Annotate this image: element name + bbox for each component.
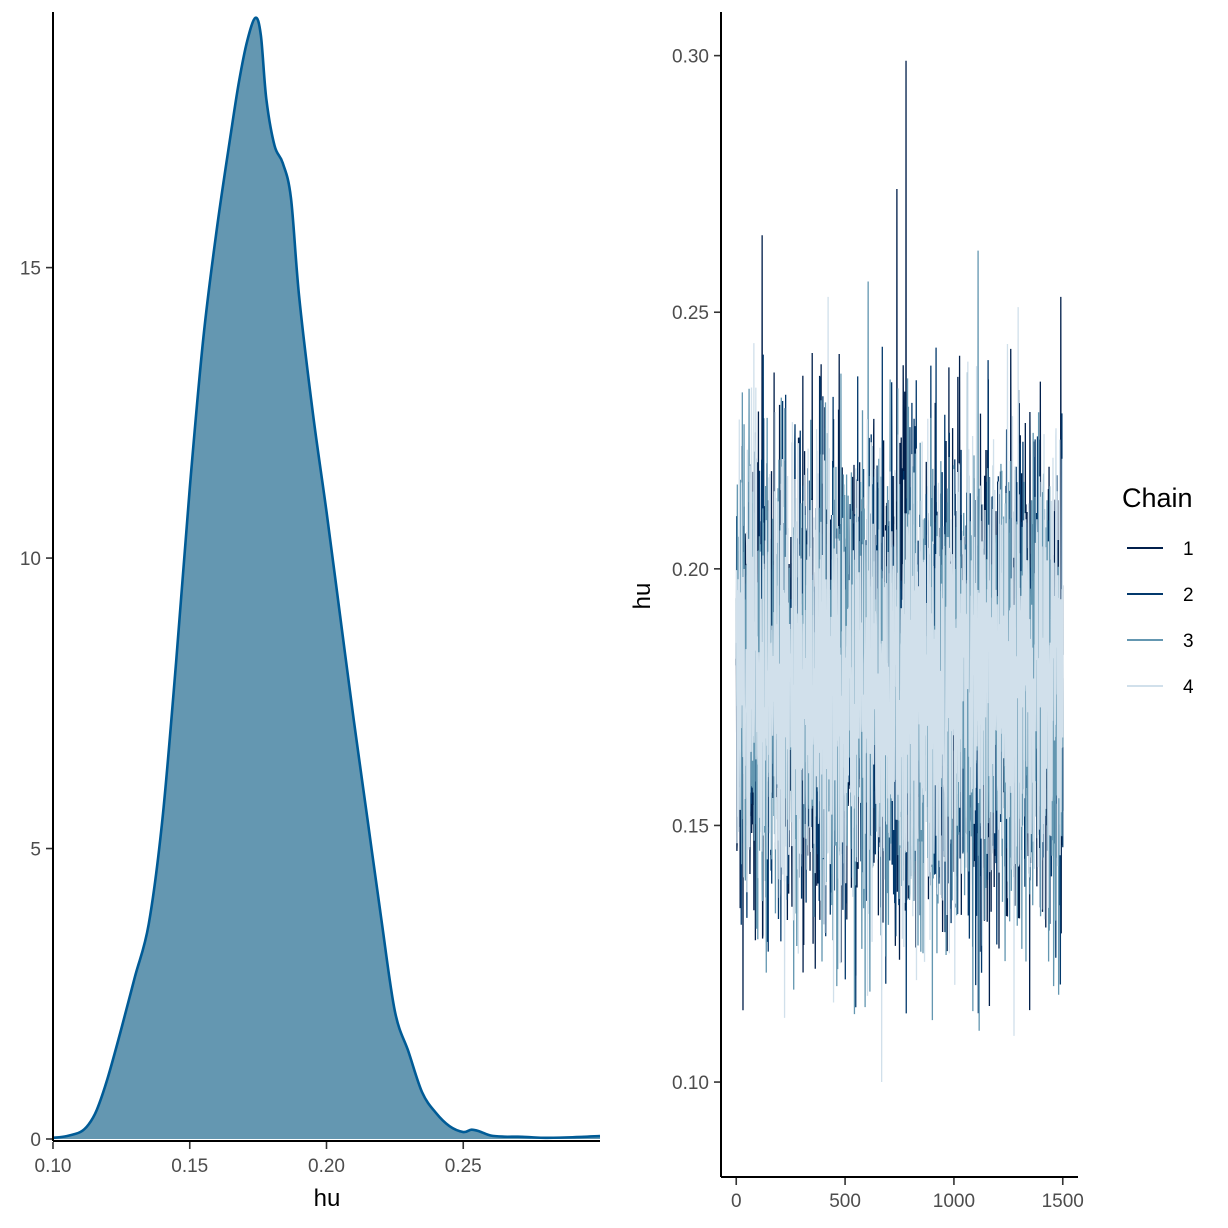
trace-y-tick-label: 0.15 <box>672 816 709 837</box>
density-y-tick-label: 10 <box>20 549 41 570</box>
density-x-ticks: 0.10 0.15 0.20 0.25 <box>35 1142 482 1177</box>
trace-panel: 0 500 1000 1500 0.10 0.15 0.20 0.25 0.30 hu <box>629 12 1084 1212</box>
trace-x-tick-label: 0 <box>731 1191 742 1212</box>
trace-y-tick-label: 0.20 <box>672 560 709 581</box>
trace-y-ticks: 0.10 0.15 0.20 0.25 0.30 <box>672 47 720 1094</box>
density-area-layer <box>53 16 601 1140</box>
legend-items: 1 2 3 4 <box>1127 539 1194 698</box>
density-y-ticks: 0 5 10 15 <box>20 259 52 1151</box>
density-x-tick-label: 0.20 <box>308 1156 345 1177</box>
density-area <box>53 17 600 1139</box>
density-x-tick-label: 0.10 <box>35 1156 72 1177</box>
density-x-axis-title: hu <box>314 1185 341 1212</box>
trace-lines-layer <box>735 60 1064 1083</box>
legend-title: Chain <box>1122 483 1193 513</box>
density-panel: 0.10 0.15 0.20 0.25 0 5 10 15 hu <box>20 12 601 1212</box>
density-y-tick-label: 5 <box>30 840 41 861</box>
legend-label-chain-3: 3 <box>1183 631 1194 652</box>
density-line <box>53 16 601 1140</box>
legend-label-chain-2: 2 <box>1183 585 1194 606</box>
trace-y-tick-label: 0.25 <box>672 303 709 324</box>
trace-y-tick-label: 0.10 <box>672 1073 709 1094</box>
legend-label-chain-4: 4 <box>1183 677 1194 698</box>
trace-y-axis-title: hu <box>629 583 656 610</box>
density-x-tick-label: 0.25 <box>445 1156 482 1177</box>
legend-label-chain-1: 1 <box>1183 539 1194 560</box>
trace-x-tick-label: 1500 <box>1042 1191 1084 1212</box>
trace-y-tick-label: 0.30 <box>672 47 709 68</box>
trace-x-ticks: 0 500 1000 1500 <box>731 1178 1084 1212</box>
density-y-tick-label: 15 <box>20 259 41 280</box>
density-y-tick-label: 0 <box>30 1130 41 1151</box>
trace-x-tick-label: 1000 <box>933 1191 975 1212</box>
trace-x-tick-label: 500 <box>829 1191 861 1212</box>
density-x-tick-label: 0.15 <box>171 1156 208 1177</box>
chain-legend: Chain 1 2 3 4 <box>1122 483 1194 698</box>
trace-chain-4-line <box>735 296 1064 1083</box>
